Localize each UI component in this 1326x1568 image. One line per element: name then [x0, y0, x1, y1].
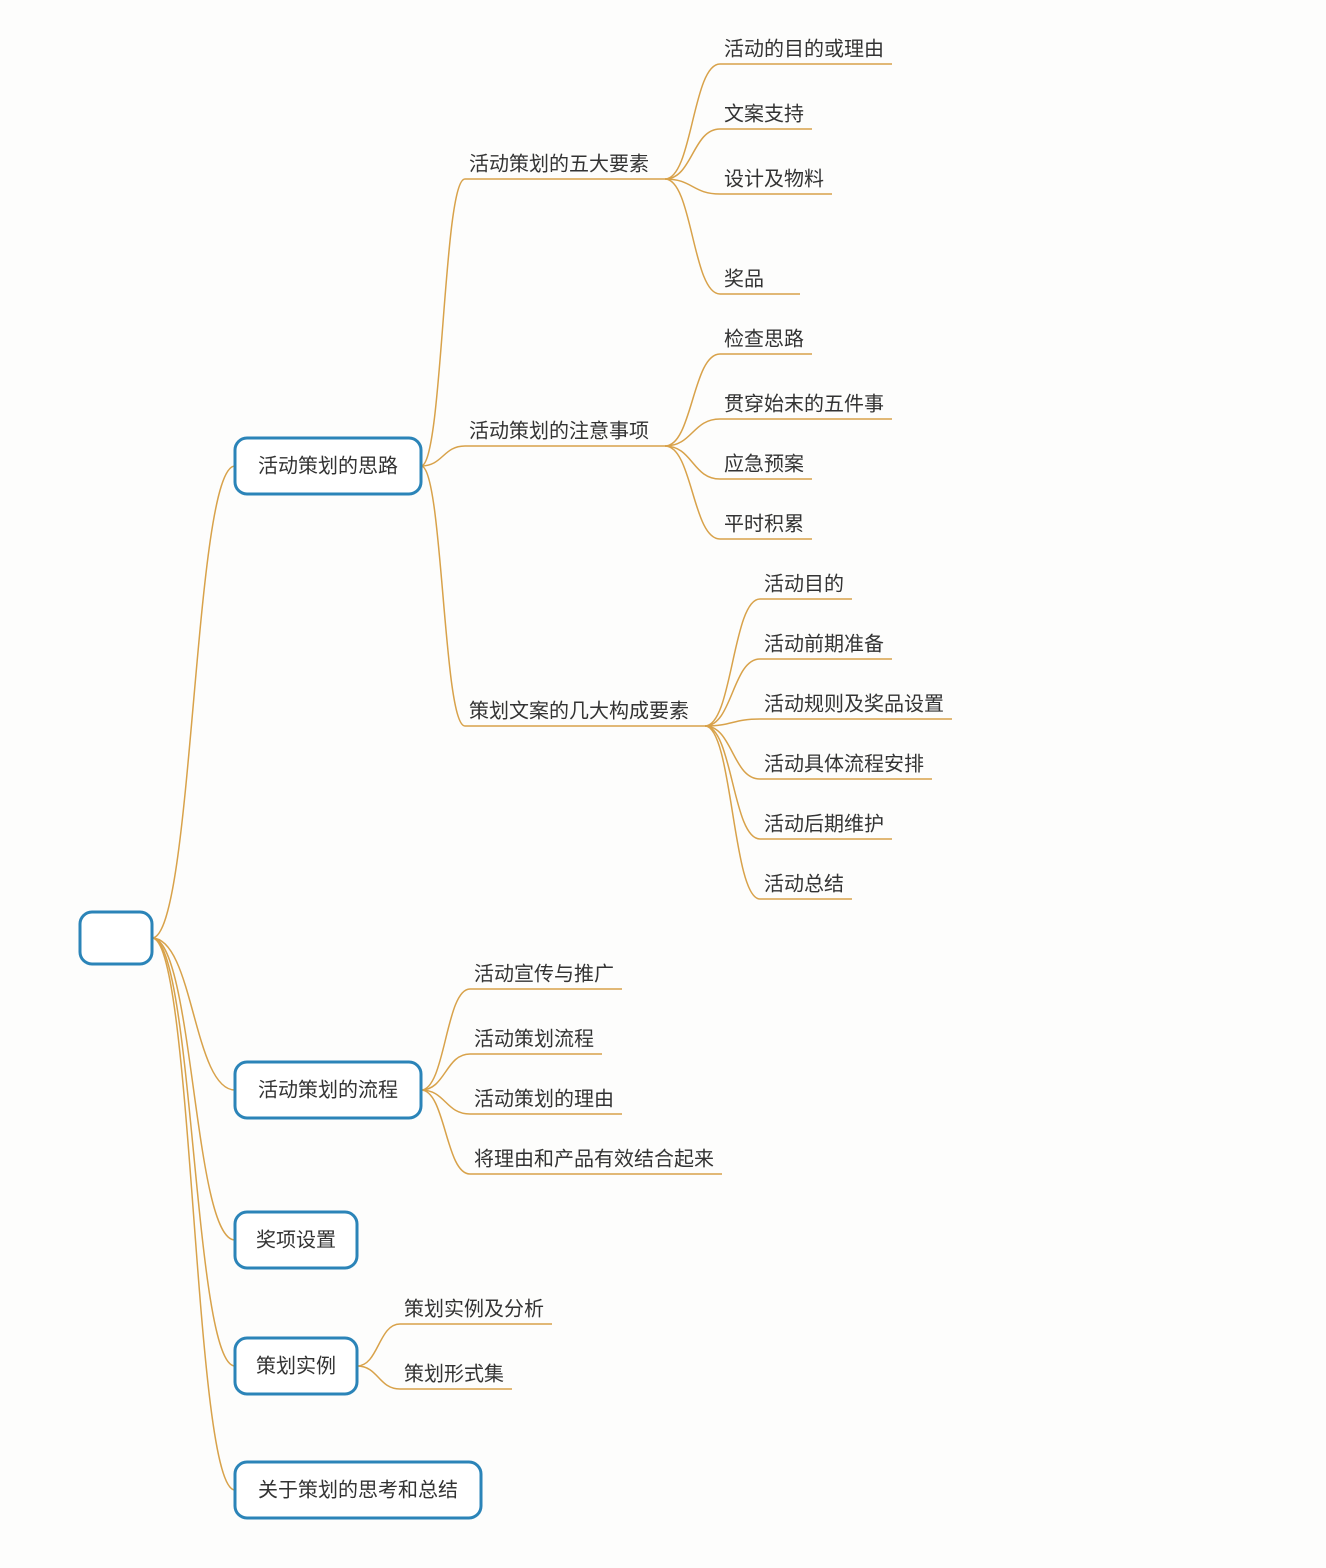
level1-node[interactable]: 奖项设置	[235, 1212, 357, 1268]
nodes-layer: 活动策划的思路活动策划的流程奖项设置策划实例关于策划的思考和总结 活动策划的五大要…	[80, 37, 952, 1518]
edge	[421, 179, 465, 466]
leaf-node[interactable]: 策划形式集	[400, 1362, 512, 1389]
leaf-label: 文案支持	[724, 102, 804, 125]
leaf-node[interactable]: 检查思路	[720, 327, 812, 354]
edge	[152, 466, 235, 938]
edge	[152, 938, 235, 1090]
leaf-node[interactable]: 将理由和产品有效结合起来	[470, 1147, 722, 1174]
edge	[705, 599, 760, 726]
leaf-label: 活动规则及奖品设置	[764, 692, 944, 715]
leaf-node[interactable]: 活动具体流程安排	[760, 752, 932, 779]
edge	[421, 1054, 470, 1090]
leaf-node[interactable]: 贯穿始末的五件事	[720, 392, 892, 419]
leaf-label: 策划文案的几大构成要素	[469, 699, 689, 722]
leaf-node[interactable]: 平时积累	[720, 512, 812, 539]
leaf-label: 奖品	[724, 267, 764, 290]
leaf-label: 活动后期维护	[764, 812, 884, 835]
leaf-label: 活动策划的五大要素	[469, 152, 649, 175]
edge	[357, 1324, 400, 1366]
leaf-node[interactable]: 活动策划的理由	[470, 1087, 622, 1114]
leaf-label: 活动总结	[764, 872, 844, 895]
leaf-label: 将理由和产品有效结合起来	[474, 1147, 714, 1170]
node-label: 奖项设置	[256, 1228, 336, 1251]
leaf-node[interactable]: 活动规则及奖品设置	[760, 692, 952, 719]
level1-node[interactable]: 活动策划的流程	[235, 1062, 421, 1118]
edge	[152, 938, 235, 1366]
leaf-node[interactable]: 策划实例及分析	[400, 1297, 552, 1324]
leaf-label: 应急预案	[724, 452, 804, 475]
edge	[357, 1366, 400, 1389]
leaf-node[interactable]: 应急预案	[720, 452, 812, 479]
leaf-node[interactable]: 设计及物料	[720, 167, 832, 194]
level1-node[interactable]: 关于策划的思考和总结	[235, 1462, 481, 1518]
edge	[665, 179, 720, 294]
level1-node[interactable]: 活动策划的思路	[235, 438, 421, 494]
edge	[152, 938, 235, 1240]
mindmap-canvas: 活动策划的思路活动策划的流程奖项设置策划实例关于策划的思考和总结 活动策划的五大要…	[0, 0, 1326, 1568]
node-label: 活动策划的思路	[258, 454, 398, 477]
leaf-node[interactable]: 活动后期维护	[760, 812, 892, 839]
node-label: 关于策划的思考和总结	[258, 1478, 458, 1501]
leaf-label: 贯穿始末的五件事	[724, 392, 884, 415]
leaf-node[interactable]: 活动目的	[760, 572, 852, 599]
edge	[421, 989, 470, 1090]
leaf-node[interactable]: 活动的目的或理由	[720, 37, 892, 64]
leaf-label: 活动策划的理由	[474, 1087, 614, 1110]
node-label: 活动策划的流程	[258, 1078, 398, 1101]
leaf-node[interactable]: 活动宣传与推广	[470, 962, 622, 989]
root-node[interactable]	[80, 912, 152, 964]
leaf-label: 活动前期准备	[764, 632, 884, 655]
leaf-label: 策划实例及分析	[404, 1297, 544, 1320]
level1-node[interactable]: 策划实例	[235, 1338, 357, 1394]
leaf-label: 活动策划的注意事项	[469, 419, 649, 442]
leaf-label: 活动的目的或理由	[724, 37, 884, 60]
node-label: 策划实例	[256, 1354, 336, 1377]
edge	[705, 659, 760, 726]
leaf-label: 设计及物料	[724, 167, 824, 190]
edge	[705, 726, 760, 839]
edge	[152, 938, 235, 1490]
leaf-label: 活动策划流程	[474, 1027, 594, 1050]
leaf-node[interactable]: 奖品	[720, 267, 800, 294]
leaf-node[interactable]: 活动总结	[760, 872, 852, 899]
edge	[665, 446, 720, 479]
edge	[665, 179, 720, 194]
leaf-node[interactable]: 策划文案的几大构成要素	[465, 699, 705, 726]
leaf-node[interactable]: 活动前期准备	[760, 632, 892, 659]
leaf-node[interactable]: 活动策划的注意事项	[465, 419, 665, 446]
edge	[705, 726, 760, 779]
edge	[665, 446, 720, 539]
edge	[665, 129, 720, 179]
leaf-label: 检查思路	[724, 327, 804, 350]
leaf-label: 策划形式集	[404, 1362, 504, 1385]
edge	[421, 466, 465, 726]
leaf-label: 活动宣传与推广	[474, 962, 614, 985]
leaf-label: 活动目的	[764, 572, 844, 595]
edges-layer	[152, 64, 760, 1490]
leaf-node[interactable]: 活动策划流程	[470, 1027, 602, 1054]
leaf-node[interactable]: 文案支持	[720, 102, 812, 129]
leaf-label: 活动具体流程安排	[764, 752, 924, 775]
leaf-node[interactable]: 活动策划的五大要素	[465, 152, 665, 179]
edge	[665, 64, 720, 179]
leaf-label: 平时积累	[724, 512, 804, 535]
